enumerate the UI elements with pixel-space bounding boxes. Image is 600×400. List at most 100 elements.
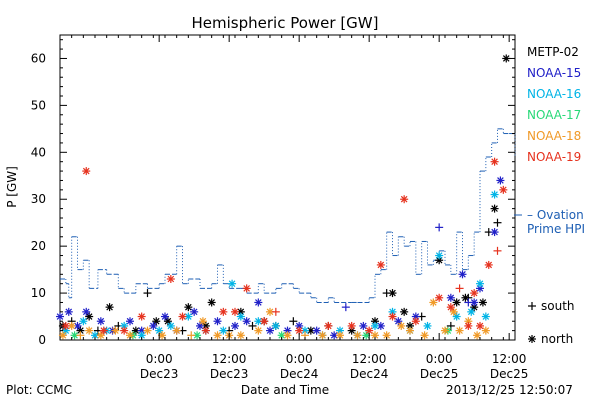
plot-frame <box>59 34 516 341</box>
noaa-15-north-marker <box>254 298 263 307</box>
south-marker-symbol <box>528 302 536 310</box>
x-tick-date-label: Dec23 <box>210 367 249 381</box>
noaa-18-north-marker <box>283 331 292 340</box>
noaa-15-north-marker <box>394 317 403 326</box>
noaa-18-north-marker <box>143 326 152 335</box>
noaa-18-north-marker <box>96 331 105 340</box>
x-tick-time-label: 0:00 <box>426 352 453 366</box>
south-symbol-glyph <box>528 302 536 310</box>
north-legend-label: north <box>541 332 573 346</box>
noaa-19-north-marker <box>411 317 420 326</box>
metp-02-north-marker <box>85 312 94 321</box>
noaa-16-north-marker <box>271 321 280 330</box>
noaa-19-north-marker <box>400 195 409 204</box>
noaa-15-north-marker <box>490 228 499 237</box>
noaa-19-north-marker <box>499 185 508 194</box>
metp-02-south-marker <box>248 321 257 330</box>
metp-02-north-marker <box>76 326 85 335</box>
noaa-15-north-marker <box>96 317 105 326</box>
noaa-19-north-marker <box>446 303 455 312</box>
noaa-16-north-marker <box>61 326 70 335</box>
noaa-15-north-marker <box>56 312 64 321</box>
noaa-18-north-marker <box>58 331 67 340</box>
noaa-16-north-marker <box>435 251 444 260</box>
noaa-19-north-marker <box>324 321 333 330</box>
noaa-15-north-marker <box>149 321 158 330</box>
metp-02-south-marker <box>493 218 502 227</box>
metp-02-north-marker <box>452 298 461 307</box>
noaa-18-north-marker <box>406 326 414 335</box>
noaa-18-south-marker <box>187 331 196 340</box>
y-axis: 0 10 20 30 40 50 60 <box>31 39 515 347</box>
noaa-16-north-marker <box>490 190 499 199</box>
noaa-15-north-marker <box>446 293 455 302</box>
noaa-18-north-marker <box>318 331 327 340</box>
noaa-16-north-marker <box>219 326 228 335</box>
noaa-19-north-marker <box>490 157 499 166</box>
noaa-18-north-marker <box>441 326 449 335</box>
noaa-18-north-marker <box>449 307 458 316</box>
noaa-19-north-marker <box>260 317 269 326</box>
noaa-16-north-marker <box>481 312 490 321</box>
x-axis: 0:00Dec2312:00Dec230:00Dec2412:00Dec240:… <box>59 35 529 381</box>
noaa-19-north-marker <box>476 321 484 330</box>
noaa-15-north-marker <box>359 321 368 330</box>
noaa-18-north-marker <box>429 298 438 307</box>
metp-02-north-marker <box>347 326 356 335</box>
noaa-19-north-marker <box>82 167 91 176</box>
noaa-16-north-marker <box>423 321 432 330</box>
noaa-18-north-marker <box>85 326 94 335</box>
noaa-15-north-marker <box>64 307 73 316</box>
metp-02-north-marker <box>502 54 511 63</box>
noaa-18-north-marker <box>236 331 245 340</box>
noaa-16-north-marker <box>336 326 344 335</box>
noaa-19-north-marker <box>99 326 108 335</box>
noaa-16-north-marker <box>166 321 175 330</box>
metp-02-north-marker <box>207 298 216 307</box>
x-tick-date-label: Dec24 <box>350 367 389 381</box>
noaa-15-north-marker <box>470 298 479 307</box>
metp-02-south-marker <box>446 321 455 330</box>
noaa-18-north-marker <box>420 331 429 340</box>
y-tick-label: 30 <box>31 192 46 206</box>
noaa-16-north-marker <box>79 317 88 326</box>
x-tick-date-label: Dec25 <box>490 367 529 381</box>
y-axis-label: P [GW] <box>5 166 19 208</box>
legend-metp-02: METP-02 <box>527 45 579 59</box>
x-tick-time-label: 0:00 <box>286 352 313 366</box>
noaa-18-north-marker <box>213 331 222 340</box>
north-symbol-glyph <box>528 335 536 343</box>
noaa-19-north-marker <box>365 326 374 335</box>
noaa-15-north-marker <box>82 307 91 316</box>
noaa-19-north-marker <box>137 312 146 321</box>
noaa-18-north-marker <box>481 326 490 335</box>
south-legend-label: south <box>541 299 575 313</box>
noaa-18-north-marker <box>158 331 167 340</box>
noaa-19-south-marker <box>271 307 280 316</box>
metp-02-north-marker <box>478 298 487 307</box>
x-tick-time-label: 12:00 <box>352 352 387 366</box>
noaa-19-north-marker <box>231 307 239 316</box>
metp-02-north-marker <box>163 317 172 326</box>
marker-legend: south north <box>528 299 575 346</box>
noaa-15-north-marker <box>196 321 204 330</box>
legend-noaa-16: NOAA-16 <box>527 87 581 101</box>
x-tick-date-label: Dec24 <box>280 367 319 381</box>
noaa-19-south-marker <box>455 284 464 293</box>
legend-noaa-17: NOAA-17 <box>527 108 581 122</box>
noaa-15-north-marker <box>496 176 505 185</box>
satellite-markers <box>56 54 511 340</box>
noaa-19-north-marker <box>376 260 385 269</box>
metp-02-north-marker <box>184 303 193 312</box>
noaa-15-north-marker <box>213 317 222 326</box>
chart-title: Hemispheric Power [GW] <box>192 14 379 32</box>
plot-timestamp: 2013/12/25 12:50:07 <box>446 383 573 397</box>
noaa-15-north-marker <box>231 321 239 330</box>
ovation-legend-line: – Ovation <box>527 208 584 222</box>
metp-02-north-marker <box>388 289 397 298</box>
y-tick-label: 10 <box>31 286 46 300</box>
metp-02-south-marker <box>289 317 298 326</box>
noaa-18-south-marker <box>76 331 85 340</box>
